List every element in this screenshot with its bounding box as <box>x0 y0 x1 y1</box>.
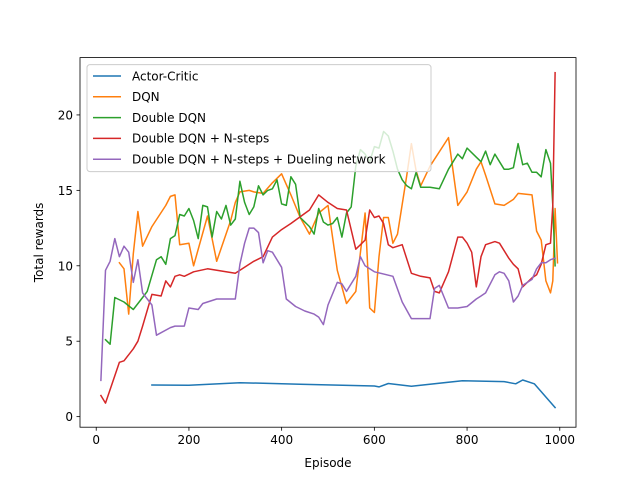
plot-area <box>99 71 559 409</box>
x-tick-label: 200 <box>177 433 200 447</box>
y-tick-label: 20 <box>58 108 73 122</box>
legend-label-3: Double DQN + N-steps <box>132 132 269 146</box>
x-axis-label: Episode <box>304 456 351 470</box>
x-tick-label: 600 <box>363 433 386 447</box>
legend-label-4: Double DQN + N-steps + Dueling network <box>132 153 386 167</box>
x-tick-label: 0 <box>92 433 100 447</box>
y-tick-label: 10 <box>58 259 73 273</box>
series-line-4 <box>100 227 557 382</box>
x-tick-label: 400 <box>270 433 293 447</box>
y-axis-label: Total rewards <box>32 203 46 284</box>
series-line-0 <box>151 379 557 409</box>
x-tick-label: 1000 <box>545 433 576 447</box>
y-tick-label: 5 <box>65 335 73 349</box>
x-tick-label: 800 <box>456 433 479 447</box>
axes-frame <box>79 57 577 428</box>
series-line-2 <box>104 130 556 345</box>
x-axis: 0 200 400 600 800 1000 <box>92 427 575 447</box>
legend-box <box>86 64 432 173</box>
legend-label-0: Actor-Critic <box>132 69 198 83</box>
series-line-3 <box>99 71 556 404</box>
y-tick-label: 0 <box>65 410 73 424</box>
legend-label-2: Double DQN <box>132 111 206 125</box>
y-tick-label: 15 <box>58 184 73 198</box>
y-axis: 0 5 10 15 20 <box>58 108 80 424</box>
legend: Actor-Critic DQN Double DQN Double DQN + N-… <box>86 64 432 173</box>
series-line-1 <box>118 136 559 315</box>
legend-label-1: DQN <box>132 90 160 104</box>
